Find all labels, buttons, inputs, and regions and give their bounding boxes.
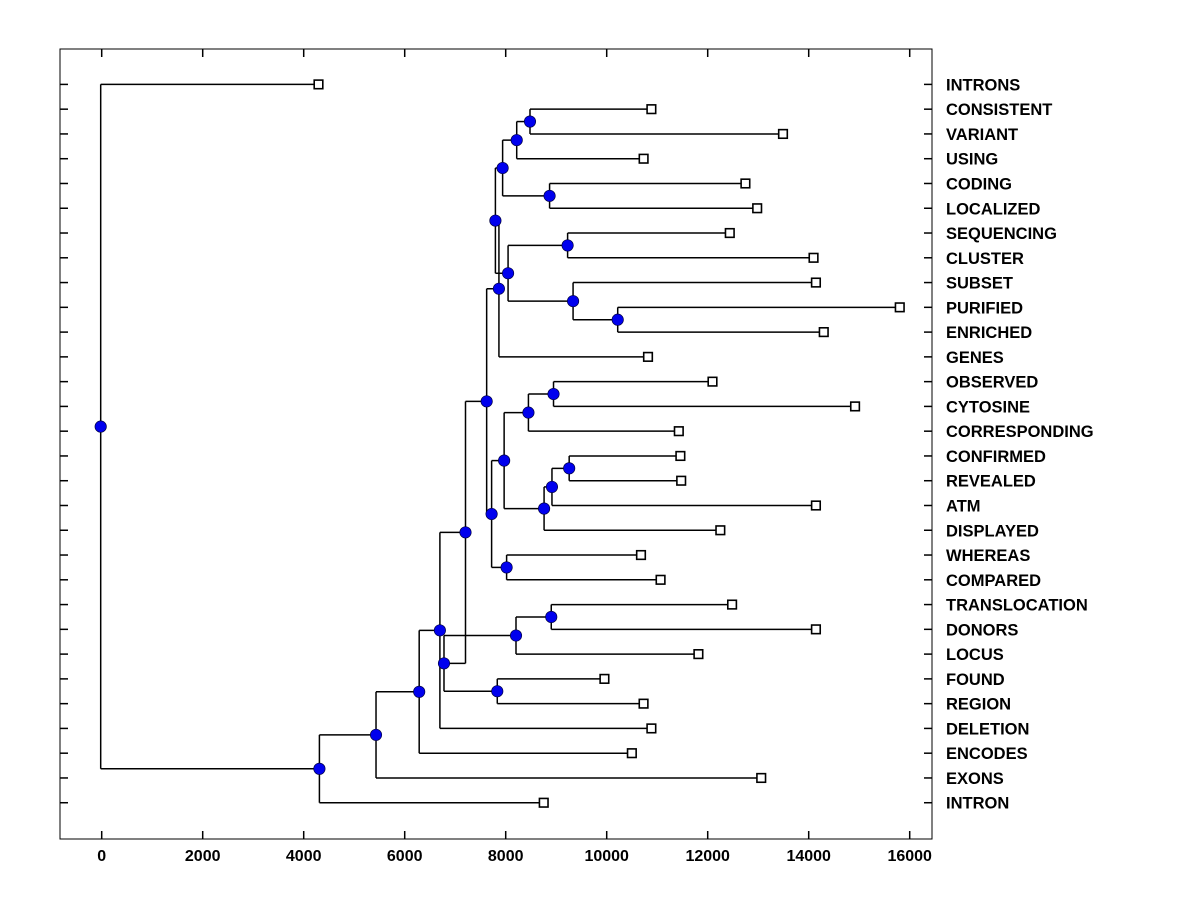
- svg-text:TRANSLOCATION: TRANSLOCATION: [946, 597, 1088, 615]
- svg-text:SEQUENCING: SEQUENCING: [946, 225, 1057, 243]
- svg-text:CYTOSINE: CYTOSINE: [946, 398, 1030, 416]
- svg-text:16000: 16000: [887, 848, 932, 865]
- svg-text:ATM: ATM: [946, 497, 981, 515]
- svg-text:DISPLAYED: DISPLAYED: [946, 522, 1039, 540]
- svg-text:14000: 14000: [786, 848, 831, 865]
- svg-text:GENES: GENES: [946, 349, 1004, 367]
- svg-text:FOUND: FOUND: [946, 671, 1005, 689]
- svg-text:OBSERVED: OBSERVED: [946, 374, 1038, 392]
- svg-text:PURIFIED: PURIFIED: [946, 299, 1023, 317]
- svg-text:INTRON: INTRON: [946, 795, 1009, 813]
- svg-text:6000: 6000: [387, 848, 423, 865]
- svg-text:EXONS: EXONS: [946, 770, 1004, 788]
- svg-text:DELETION: DELETION: [946, 720, 1029, 738]
- svg-text:LOCALIZED: LOCALIZED: [946, 200, 1040, 218]
- svg-text:ENRICHED: ENRICHED: [946, 324, 1032, 342]
- svg-text:WHEREAS: WHEREAS: [946, 547, 1030, 565]
- svg-text:4000: 4000: [286, 848, 322, 865]
- svg-text:ENCODES: ENCODES: [946, 745, 1028, 763]
- svg-text:USING: USING: [946, 151, 998, 169]
- svg-text:DONORS: DONORS: [946, 621, 1018, 639]
- svg-text:REGION: REGION: [946, 696, 1011, 714]
- svg-text:LOCUS: LOCUS: [946, 646, 1004, 664]
- svg-text:8000: 8000: [488, 848, 524, 865]
- svg-text:CORRESPONDING: CORRESPONDING: [946, 423, 1094, 441]
- svg-text:REVEALED: REVEALED: [946, 473, 1036, 491]
- svg-text:CONFIRMED: CONFIRMED: [946, 448, 1046, 466]
- svg-text:CLUSTER: CLUSTER: [946, 250, 1024, 268]
- svg-text:SUBSET: SUBSET: [946, 275, 1013, 293]
- svg-text:10000: 10000: [584, 848, 629, 865]
- svg-text:2000: 2000: [185, 848, 221, 865]
- svg-text:VARIANT: VARIANT: [946, 126, 1018, 144]
- svg-text:INTRONS: INTRONS: [946, 76, 1020, 94]
- svg-text:CODING: CODING: [946, 175, 1012, 193]
- svg-text:0: 0: [97, 848, 106, 865]
- svg-text:12000: 12000: [685, 848, 730, 865]
- svg-text:CONSISTENT: CONSISTENT: [946, 101, 1052, 119]
- svg-text:COMPARED: COMPARED: [946, 572, 1041, 590]
